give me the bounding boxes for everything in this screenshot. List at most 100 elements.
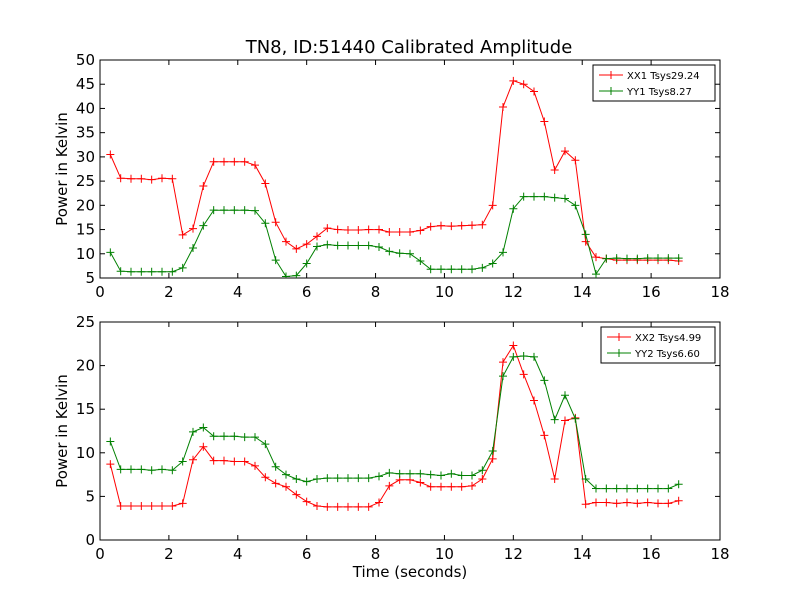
data-point <box>581 500 590 509</box>
data-point <box>323 474 332 483</box>
data-point <box>106 460 115 469</box>
data-point <box>127 465 135 474</box>
x-tick-label: 6 <box>302 283 312 301</box>
data-point <box>240 457 249 466</box>
data-point <box>674 496 683 505</box>
data-point <box>447 222 456 231</box>
data-point <box>344 474 352 483</box>
data-point <box>168 466 177 475</box>
legend-marker <box>615 349 623 357</box>
data-point <box>478 474 487 483</box>
data-point <box>344 502 352 511</box>
legend-label: XX1 Tsys29.24 <box>627 71 700 82</box>
x-tick-label: 4 <box>233 283 243 301</box>
y-tick-label: 5 <box>85 269 95 287</box>
data-point <box>592 498 600 507</box>
data-point <box>302 259 311 268</box>
data-point <box>116 501 125 510</box>
legend-box <box>600 326 716 364</box>
data-point <box>364 502 373 511</box>
series-1 <box>106 352 683 493</box>
y-tick-label: 20 <box>76 357 95 375</box>
data-point <box>550 474 559 483</box>
data-point <box>488 259 497 268</box>
data-point <box>530 396 538 405</box>
y-tick-label: 0 <box>85 531 95 549</box>
data-point <box>178 499 187 508</box>
data-point <box>209 432 218 441</box>
data-point <box>550 193 559 202</box>
data-point <box>674 480 683 489</box>
data-point <box>261 219 270 228</box>
data-point <box>209 157 218 166</box>
data-point <box>302 497 311 506</box>
legend-label: YY1 Tsys8.27 <box>626 87 692 98</box>
data-point <box>158 267 166 276</box>
data-point <box>571 414 580 423</box>
data-point <box>468 265 476 274</box>
data-point <box>437 471 445 480</box>
data-point <box>571 201 580 210</box>
data-point <box>561 194 569 203</box>
data-point <box>375 225 383 234</box>
data-point <box>230 157 239 166</box>
data-point <box>406 469 414 478</box>
data-point <box>364 225 373 234</box>
data-point <box>416 469 425 478</box>
data-point <box>509 352 518 361</box>
y-tick-label: 45 <box>76 75 95 93</box>
data-point <box>168 174 177 183</box>
data-point <box>530 192 538 201</box>
data-point <box>333 241 342 250</box>
data-point <box>313 232 321 241</box>
data-point <box>447 469 456 478</box>
series-1 <box>106 192 683 278</box>
x-tick-label: 16 <box>642 545 661 563</box>
data-point <box>333 225 342 234</box>
data-point <box>571 156 580 165</box>
data-point <box>623 484 631 493</box>
data-point <box>323 240 332 249</box>
data-point <box>354 241 363 250</box>
x-tick-label: 18 <box>710 283 729 301</box>
data-point <box>292 490 301 499</box>
data-point <box>147 466 156 475</box>
data-point <box>199 442 208 451</box>
legend-marker <box>615 333 623 341</box>
data-point <box>137 465 146 474</box>
data-point <box>364 241 373 250</box>
data-point <box>106 248 115 257</box>
data-point <box>468 221 476 230</box>
data-point <box>592 270 600 278</box>
data-point <box>478 220 487 229</box>
legend: XX2 Tsys4.99 YY2 Tsys6.60 <box>600 326 716 364</box>
data-point <box>643 498 652 507</box>
data-point <box>519 192 528 201</box>
data-point <box>354 474 363 483</box>
data-point <box>623 254 631 263</box>
data-point <box>199 423 208 432</box>
data-point <box>540 192 549 201</box>
data-point <box>592 253 600 262</box>
data-point <box>344 226 352 235</box>
x-tick-label: 8 <box>371 545 381 563</box>
data-point <box>643 254 652 263</box>
data-point <box>550 415 559 424</box>
legend-label: XX2 Tsys4.99 <box>635 333 701 344</box>
data-point <box>189 427 197 436</box>
data-point <box>664 499 673 508</box>
data-point <box>364 474 373 483</box>
data-point <box>220 432 228 441</box>
data-point <box>354 502 363 511</box>
y-tick-label: 25 <box>76 313 95 331</box>
data-point <box>137 267 146 276</box>
data-point <box>561 416 569 425</box>
x-tick-label: 12 <box>504 545 523 563</box>
data-point <box>271 479 280 488</box>
data-point <box>302 477 311 486</box>
x-tick-label: 16 <box>642 283 661 301</box>
data-point <box>375 498 383 507</box>
legend-box <box>592 64 716 102</box>
data-point <box>654 254 662 263</box>
